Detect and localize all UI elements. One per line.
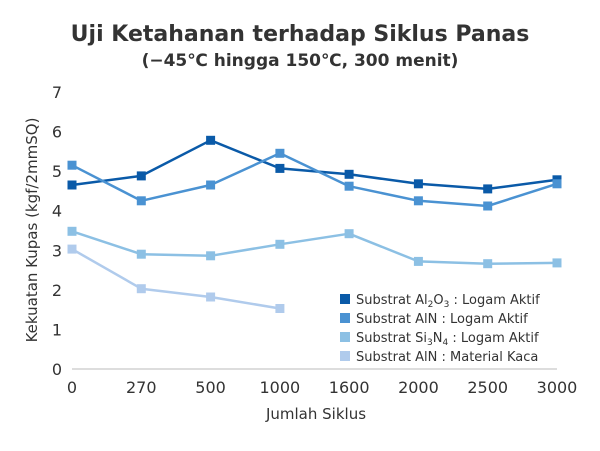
legend-item: Substrat Al2O3 : Logam Aktif [340,293,540,310]
y-axis-label: Kekuatan Kupas (kgf/2mmSQ) [23,118,41,343]
legend-swatch [340,294,350,304]
data-point-marker [275,163,285,173]
y-tick-label: 5 [52,162,62,181]
y-tick-label: 2 [52,281,62,300]
series-line [71,152,558,208]
data-point-marker [136,284,146,294]
data-point-marker [344,229,354,239]
series-line [71,139,558,191]
data-point-marker [206,292,216,302]
data-point-marker [136,196,146,206]
chart-title: Uji Ketahanan terhadap Siklus Panas [71,22,530,47]
x-tick-label: 1600 [329,378,370,397]
x-tick-label: 0 [67,378,77,397]
series-group [67,135,562,313]
data-point-marker [67,244,77,254]
series-line [71,230,558,265]
data-point-marker [67,180,77,190]
legend-item: Substrat AlN : Material Kaca [340,350,538,365]
data-point-marker [206,180,216,190]
legend-swatch [340,332,350,342]
chart-subtitle: (−45℃ hingga 150℃, 300 menit) [142,51,459,71]
y-tick-label: 6 [52,123,62,142]
data-point-marker [67,160,77,170]
series-3 [67,226,562,269]
series-4 [67,244,285,313]
y-tick-label: 4 [52,202,62,221]
y-tick-label: 1 [52,320,62,339]
data-point-marker [413,256,423,266]
y-tick-label: 3 [52,241,62,260]
legend-label: Substrat AlN : Material Kaca [356,350,538,365]
x-tick-label: 1000 [259,378,300,397]
data-point-marker [206,135,216,145]
legend-item: Substrat Si3N4 : Logam Aktif [340,331,539,348]
x-tick-label: 3000 [537,378,578,397]
y-tick-label: 0 [52,360,62,379]
data-point-marker [483,184,493,194]
data-point-marker [67,226,77,236]
data-point-marker [344,169,354,179]
x-tick-label: 2500 [467,378,508,397]
data-point-marker [483,201,493,211]
data-point-marker [275,239,285,249]
series-line [71,248,281,310]
legend-item: Substrat AlN : Logam Aktif [340,312,528,327]
data-point-marker [206,251,216,261]
y-tick-label: 7 [52,83,62,102]
x-axis-label: Jumlah Siklus [265,405,366,423]
data-point-marker [275,304,285,313]
data-point-marker [413,179,423,189]
x-tick-label: 2000 [398,378,439,397]
data-point-marker [136,249,146,259]
series-2 [67,148,562,211]
x-ticks: 0 270 500 1000 1600 2000 2500 3000 [67,378,577,397]
data-point-marker [136,171,146,181]
series-1 [67,135,562,194]
legend-label: Substrat Si3N4 : Logam Aktif [356,331,539,348]
legend-swatch [340,313,350,323]
legend-label: Substrat Al2O3 : Logam Aktif [356,293,540,310]
legend-swatch [340,351,350,361]
data-point-marker [483,259,493,269]
data-point-marker [552,258,562,268]
y-ticks: 0 1 2 3 4 5 6 7 [52,83,62,379]
legend: Substrat Al2O3 : Logam Aktif Substrat AlN… [340,293,540,365]
data-point-marker [552,179,562,189]
x-tick-label: 500 [195,378,226,397]
data-point-marker [275,148,285,158]
data-point-marker [413,196,423,206]
legend-label: Substrat AlN : Logam Aktif [356,312,528,327]
data-point-marker [344,181,354,191]
x-tick-label: 270 [126,378,157,397]
